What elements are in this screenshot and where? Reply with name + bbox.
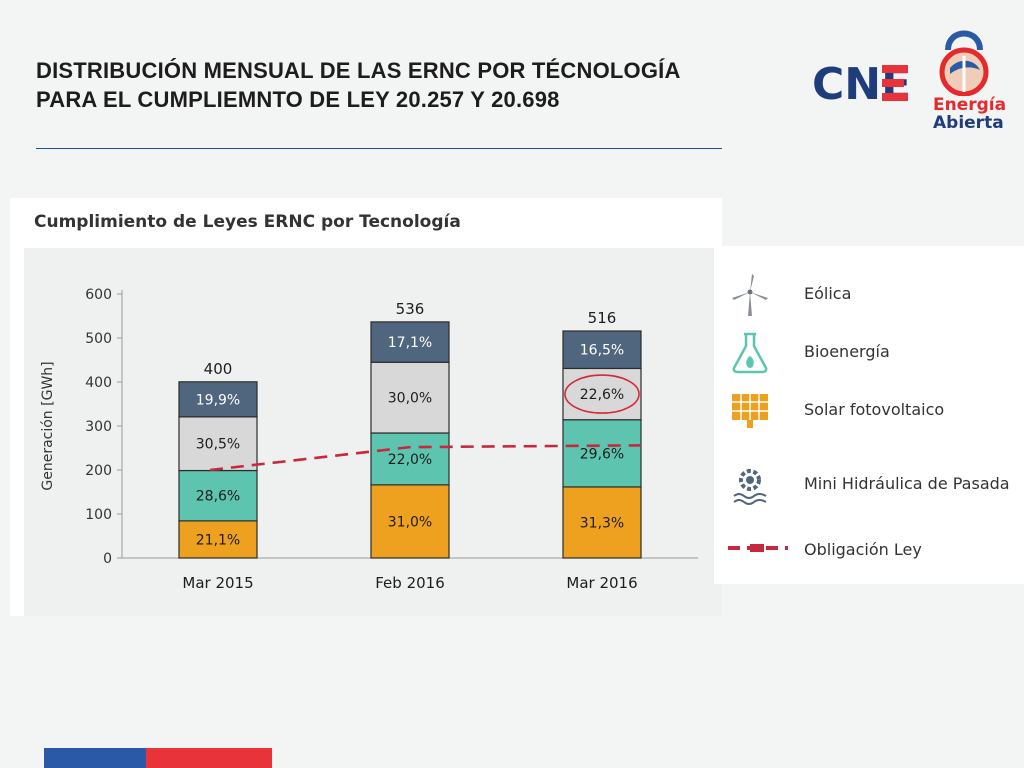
y-tick-label: 500 bbox=[85, 331, 112, 347]
legend-label: Obligación Ley bbox=[804, 540, 922, 559]
energia-abierta-logo bbox=[930, 20, 1010, 138]
data-label-mini_hidraulica: 29,6% bbox=[580, 446, 624, 462]
bar-segment-eolica bbox=[178, 381, 258, 418]
bar-segment-mini_hidraulica bbox=[370, 432, 450, 486]
abierta-label: Abierta bbox=[933, 113, 1004, 133]
title-divider bbox=[36, 148, 722, 149]
chart-title: Cumplimiento de Leyes ERNC por Tecnologí… bbox=[34, 212, 461, 232]
stacked-bar-chart: 0 100 200 300 400 500 600 Generación [GWh] 21,1%… bbox=[40, 287, 698, 592]
dashed-line-icon bbox=[728, 544, 788, 552]
data-label-bioenergia: 22,6% bbox=[580, 387, 624, 403]
legend-label: Eólica bbox=[804, 284, 852, 303]
data-label-mini_hidraulica: 28,6% bbox=[196, 489, 240, 505]
y-tick-label: 0 bbox=[103, 551, 112, 567]
bar-segment-eolica bbox=[370, 321, 450, 363]
legend-item-obligacion: Obligación Ley bbox=[714, 528, 1024, 572]
legend-item-mini-hidraulica: Mini Hidráulica de Pasada bbox=[714, 462, 1024, 506]
legend: Eólica Bioenergía Solar fotovoltaico Min… bbox=[714, 246, 1024, 584]
y-axis-label: Generación [GWh] bbox=[40, 361, 56, 490]
legend-item-solar: Solar fotovoltaico bbox=[714, 388, 1024, 432]
wind-turbine-icon bbox=[732, 274, 768, 316]
slide-title-line1: DISTRIBUCIÓN MENSUAL DE LAS ERNC POR TÉC… bbox=[36, 58, 681, 83]
y-tick-label: 400 bbox=[85, 375, 112, 391]
legend-label: Mini Hidráulica de Pasada bbox=[804, 474, 1010, 493]
bar-total-label: 516 bbox=[588, 309, 617, 327]
x-tick-label: Mar 2016 bbox=[566, 574, 637, 592]
bar-segment-bioenergia bbox=[562, 367, 642, 421]
legend-label: Solar fotovoltaico bbox=[804, 400, 945, 419]
bar-segment-solar bbox=[370, 484, 450, 559]
y-tick-label: 200 bbox=[85, 463, 112, 479]
slide-title-line2: PARA EL CUMPLIEMNTO DE LEY 20.257 Y 20.6… bbox=[36, 87, 560, 112]
data-label-eolica: 19,9% bbox=[196, 392, 240, 408]
bar-segment-bioenergia bbox=[178, 416, 258, 472]
y-tick-label: 100 bbox=[85, 507, 112, 523]
data-label-solar: 31,0% bbox=[388, 514, 432, 530]
y-tick-label: 300 bbox=[85, 419, 112, 435]
legend-label: Bioenergía bbox=[804, 342, 890, 361]
bar-segment-solar bbox=[562, 486, 642, 559]
data-label-mini_hidraulica: 22,0% bbox=[388, 452, 432, 468]
data-label-eolica: 17,1% bbox=[388, 335, 432, 351]
x-tick-label: Mar 2015 bbox=[182, 574, 253, 592]
legend-item-bioenergia: Bioenergía bbox=[714, 330, 1024, 374]
bar-segment-eolica bbox=[562, 330, 642, 370]
solar-panel-icon bbox=[732, 394, 768, 428]
flask-leaf-icon bbox=[732, 332, 768, 374]
bar-segment-bioenergia bbox=[370, 361, 450, 434]
footer-stripe-blue bbox=[44, 748, 146, 768]
y-tick-label: 600 bbox=[85, 287, 112, 303]
bar-segment-mini_hidraulica bbox=[178, 469, 258, 522]
highlight-circle bbox=[564, 374, 640, 414]
bar-total-label: 400 bbox=[204, 360, 233, 378]
data-label-solar: 31,3% bbox=[580, 515, 624, 531]
legend-item-eolica: Eólica bbox=[714, 272, 1024, 316]
slide-title: DISTRIBUCIÓN MENSUAL DE LAS ERNC POR TÉC… bbox=[36, 56, 796, 114]
data-label-solar: 21,1% bbox=[196, 532, 240, 548]
energia-label: Energía bbox=[933, 95, 1007, 115]
data-label-eolica: 16,5% bbox=[580, 343, 624, 359]
bar-total-label: 536 bbox=[396, 300, 425, 318]
obligacion-ley-line bbox=[209, 444, 641, 472]
footer-stripe-red bbox=[146, 748, 272, 768]
cne-logo: CNE bbox=[812, 59, 911, 110]
x-tick-label: Feb 2016 bbox=[375, 574, 445, 592]
bar-segment-mini_hidraulica bbox=[562, 419, 642, 488]
energia-abierta-text: Energía Abierta bbox=[933, 96, 1006, 132]
water-gear-icon bbox=[733, 469, 767, 505]
chart-card: Cumplimiento de Leyes ERNC por Tecnologí… bbox=[10, 198, 722, 616]
data-label-bioenergia: 30,0% bbox=[388, 391, 432, 407]
data-label-bioenergia: 30,5% bbox=[196, 437, 240, 453]
bar-segment-solar bbox=[178, 520, 258, 559]
